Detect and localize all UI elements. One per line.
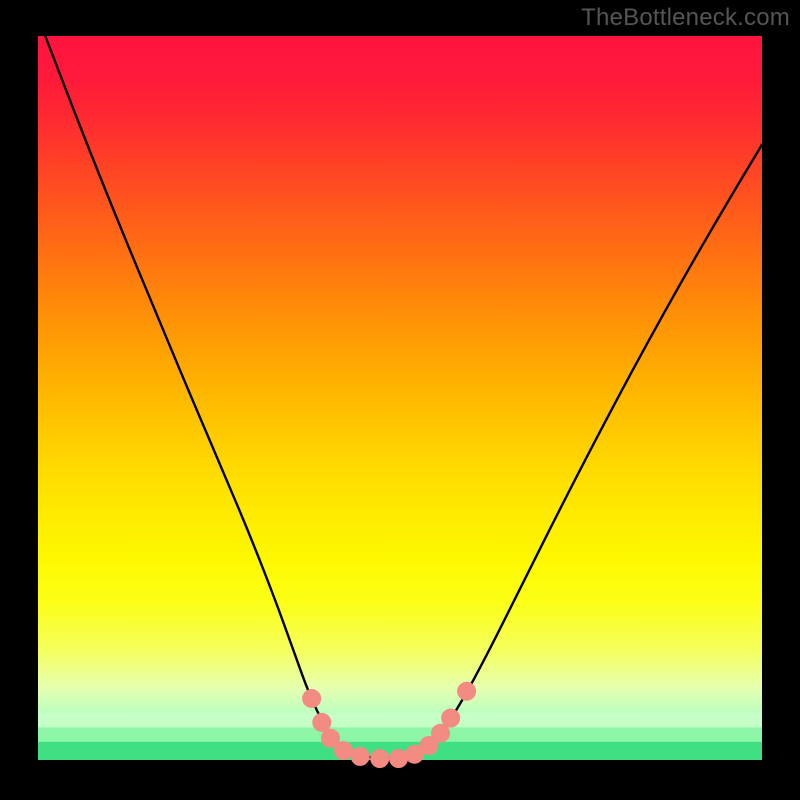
valley-marker-11 (458, 682, 476, 700)
valley-marker-5 (371, 750, 389, 768)
watermark-text: TheBottleneck.com (581, 4, 790, 32)
valley-marker-6 (390, 750, 408, 768)
bottom-band-1 (38, 727, 762, 741)
valley-marker-10 (442, 709, 460, 727)
valley-marker-3 (335, 742, 353, 760)
valley-marker-1 (313, 713, 331, 731)
chart-canvas: TheBottleneck.com (0, 0, 800, 800)
plot-background (38, 36, 762, 760)
valley-marker-4 (351, 747, 369, 765)
bottom-band-0 (38, 713, 762, 727)
valley-marker-0 (303, 689, 321, 707)
valley-marker-9 (432, 724, 450, 742)
plot-svg (0, 0, 800, 800)
